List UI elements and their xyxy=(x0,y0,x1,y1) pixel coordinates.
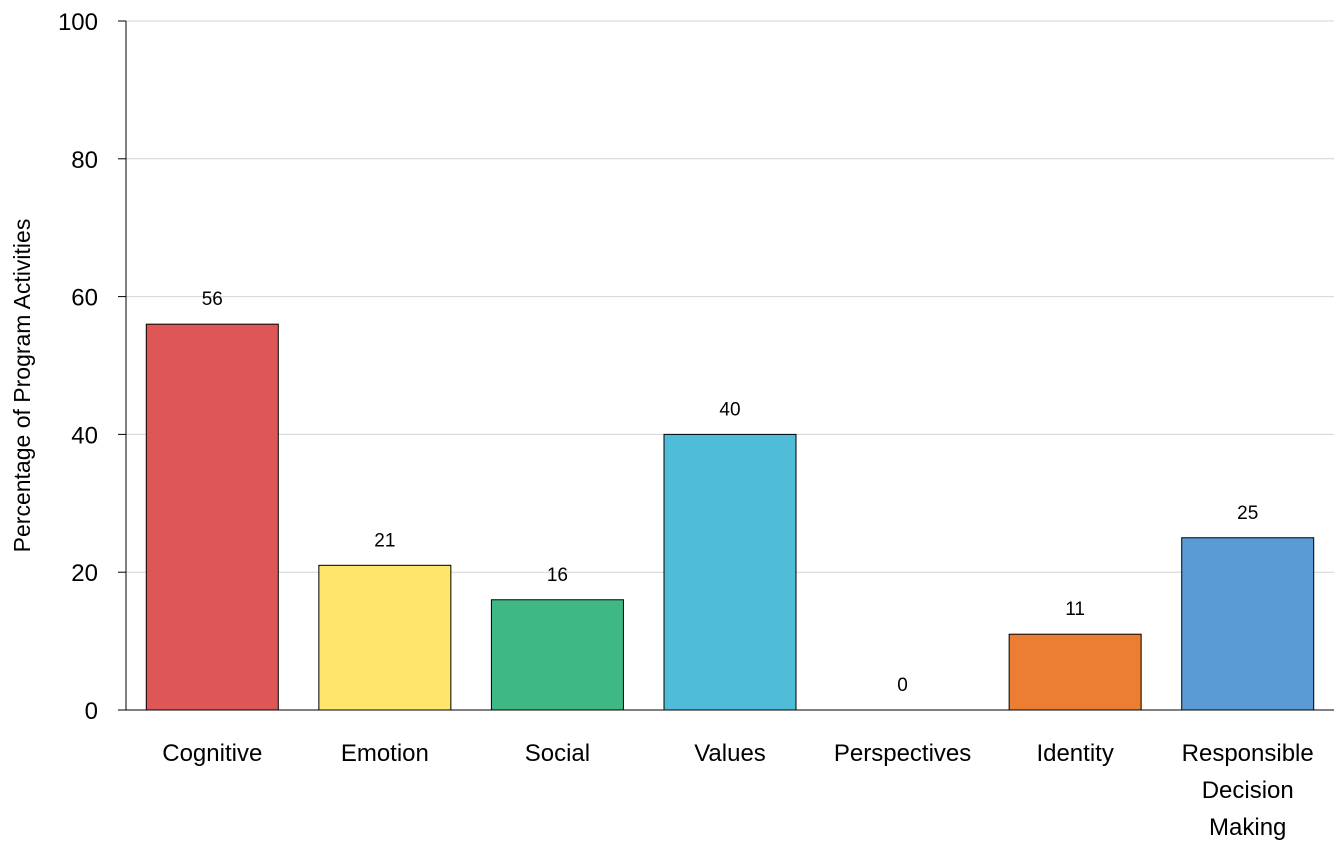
bar-social xyxy=(490,599,624,711)
bar-cognitive xyxy=(145,323,279,711)
x-category-label: Perspectives xyxy=(834,740,971,767)
x-category-label: Decision xyxy=(1202,777,1294,804)
data-label: 56 xyxy=(202,289,223,310)
x-category-label: Cognitive xyxy=(162,740,262,767)
bars xyxy=(145,323,1315,711)
data-label: 40 xyxy=(719,399,740,420)
data-label: 21 xyxy=(374,530,395,551)
y-tick-label: 40 xyxy=(71,422,98,449)
data-labels: 56 21 16 40 0 11 25 xyxy=(202,289,1259,696)
y-axis-tick-labels: 0 20 40 60 80 100 xyxy=(58,9,126,725)
data-label: 16 xyxy=(547,565,568,586)
y-tick-label: 80 xyxy=(71,147,98,174)
y-tick-label: 0 xyxy=(85,698,98,725)
bar-responsible-decision-making xyxy=(1181,537,1315,711)
x-category-label: Identity xyxy=(1036,740,1113,767)
data-label: 25 xyxy=(1237,503,1258,524)
y-tick-label: 60 xyxy=(71,285,98,312)
x-category-label: Social xyxy=(525,740,590,767)
bar-values xyxy=(663,433,797,711)
data-label: 11 xyxy=(1065,599,1085,620)
y-axis-title: Percentage of Program Activities xyxy=(9,219,35,553)
x-category-label: Making xyxy=(1209,814,1286,841)
x-axis-category-labels: Cognitive Emotion Social Values Perspectives… xyxy=(162,740,1314,841)
x-category-label: Values xyxy=(694,740,766,767)
x-category-label: Responsible xyxy=(1182,740,1314,767)
y-tick-label: 100 xyxy=(58,9,98,36)
data-label: 0 xyxy=(897,675,908,696)
bar-emotion xyxy=(318,564,452,711)
gridlines xyxy=(126,20,1334,573)
x-category-label: Emotion xyxy=(341,740,429,767)
bar-identity xyxy=(1008,633,1142,711)
y-tick-label: 20 xyxy=(71,560,98,587)
